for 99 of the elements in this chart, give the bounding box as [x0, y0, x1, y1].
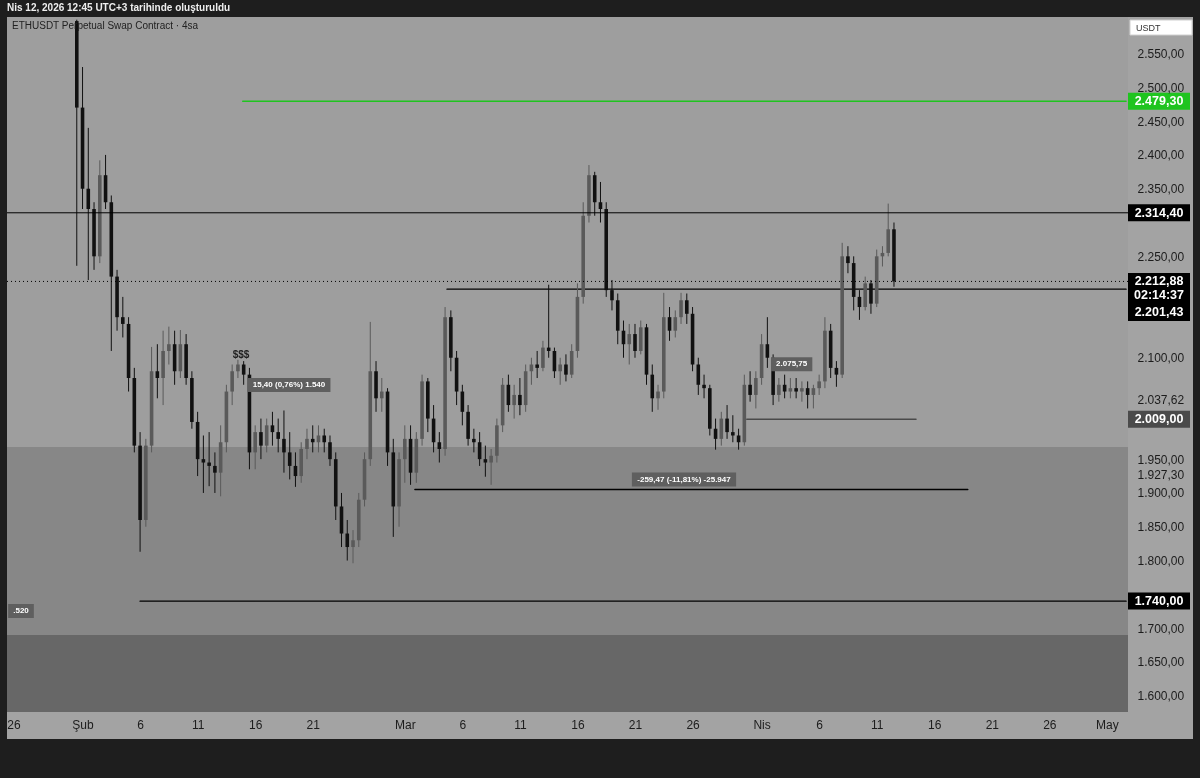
y-tick-label: 1.600,00	[1137, 689, 1185, 704]
candlestick	[207, 431, 211, 487]
annotation: .520	[13, 606, 30, 615]
x-tick-label: 16	[249, 717, 263, 732]
y-tick-label: 2.550,00	[1137, 47, 1185, 62]
candlestick	[259, 418, 263, 460]
x-tick-label: Şub	[72, 717, 95, 732]
candlestick	[379, 377, 384, 413]
x-tick-label: 26	[7, 717, 21, 732]
candlestick	[702, 374, 706, 399]
candlestick	[276, 418, 280, 453]
candlestick	[684, 293, 689, 325]
y-axis-title: USDT	[1136, 22, 1161, 33]
y-tick-label: 1.700,00	[1137, 621, 1185, 636]
y-tick-label: 2.450,00	[1137, 114, 1185, 129]
candlestick	[121, 296, 125, 338]
text: 2.009,00	[1134, 412, 1184, 427]
x-tick-label: 16	[928, 717, 942, 732]
annotation: 2.075,75	[776, 359, 808, 369]
candlestick	[322, 428, 327, 453]
candlestick	[236, 359, 240, 379]
y-tick-label: 1.927,30	[1137, 468, 1185, 482]
candlestick	[777, 377, 781, 403]
y-tick-label: 1.800,00	[1137, 554, 1185, 569]
x-tick-label: 21	[306, 717, 321, 732]
x-tick-label: 26	[1043, 717, 1057, 732]
y-tick-label: 2.500,00	[1137, 80, 1185, 95]
candlestick	[86, 127, 91, 281]
annotation: -259,47 (-11,81%) -25.947	[637, 474, 732, 484]
candlestick	[886, 203, 891, 257]
candlestick	[679, 292, 683, 325]
y-tick-label: 2.100,00	[1137, 351, 1185, 366]
candlestick	[650, 364, 655, 413]
candlestick	[483, 445, 488, 478]
candlestick	[535, 350, 539, 379]
y-tick-label: 2.400,00	[1137, 148, 1185, 163]
candlestick	[633, 323, 637, 359]
candlestick	[564, 353, 568, 382]
series-label: 2.479,30	[1134, 94, 1184, 109]
candlestick	[731, 414, 735, 443]
ref-line-label: 2.212,88 02:14:37	[1133, 274, 1185, 303]
candlestick	[817, 374, 821, 396]
y-tick-label: 2.037,62	[1137, 393, 1185, 408]
candlestick	[310, 424, 315, 453]
candlestick	[800, 380, 804, 403]
y-tick-label: 1.650,00	[1137, 655, 1185, 670]
candlestick	[725, 404, 729, 440]
candlestick	[788, 377, 793, 399]
candlestick	[167, 326, 171, 365]
candlestick	[512, 384, 516, 420]
candlestick	[403, 424, 407, 484]
candlestick	[287, 431, 292, 480]
x-tick-label: 6	[137, 717, 145, 732]
candlestick	[656, 384, 660, 411]
candlestick	[518, 377, 522, 416]
chart-title: Nis 12, 2026 12:45 UTC+3 tarihinde oluşturuldu	[7, 2, 231, 13]
candlestick	[328, 434, 332, 467]
candlestick	[541, 340, 545, 372]
x-tick-label: 6	[816, 717, 824, 732]
candlestick	[748, 370, 752, 403]
series-label: 2.201,43	[1134, 305, 1184, 320]
candlestick	[345, 519, 350, 562]
candlestick	[305, 428, 309, 460]
candlestick	[863, 276, 867, 311]
x-tick-label: 11	[514, 717, 527, 732]
candlestick	[638, 320, 643, 355]
candlestick	[253, 424, 257, 470]
candlestick	[230, 364, 234, 406]
candlestick	[846, 245, 850, 274]
annotation: $$$	[232, 349, 250, 360]
x-tick-label: 6	[459, 717, 467, 732]
x-tick-label: 11	[870, 717, 884, 732]
candlestick	[673, 309, 678, 338]
candlestick	[869, 279, 873, 315]
candlestick	[472, 428, 476, 453]
x-tick-label: 26	[686, 717, 701, 732]
candlestick	[754, 370, 758, 409]
ref-line-label: 2.314,40	[1134, 205, 1184, 220]
candlestick	[610, 279, 614, 311]
candlestick	[213, 451, 217, 494]
x-tick-label: 11	[191, 717, 205, 732]
candlestick	[201, 434, 206, 494]
y-tick-label: 2.350,00	[1137, 182, 1185, 197]
x-tick-label: Nis	[753, 717, 771, 732]
x-tick-label: May	[1096, 717, 1119, 732]
candlestick	[794, 377, 798, 399]
y-tick-label: 1.850,00	[1137, 520, 1185, 535]
series-label: 1.740,00	[1134, 594, 1184, 609]
x-tick-label: Mar	[394, 717, 416, 732]
annotation: 15,40 (0,76%) 1.540	[252, 380, 326, 389]
x-tick-label: 21	[985, 717, 1000, 732]
y-tick-label: 2.250,00	[1137, 249, 1185, 264]
y-tick-label: 1.900,00	[1137, 486, 1185, 501]
candlestick	[558, 357, 562, 386]
candlestick	[627, 323, 632, 365]
x-tick-label: 16	[571, 717, 585, 732]
x-tick-label: 21	[628, 717, 643, 732]
y-tick-label: 1.950,00	[1137, 452, 1185, 467]
candlestick	[282, 409, 286, 474]
